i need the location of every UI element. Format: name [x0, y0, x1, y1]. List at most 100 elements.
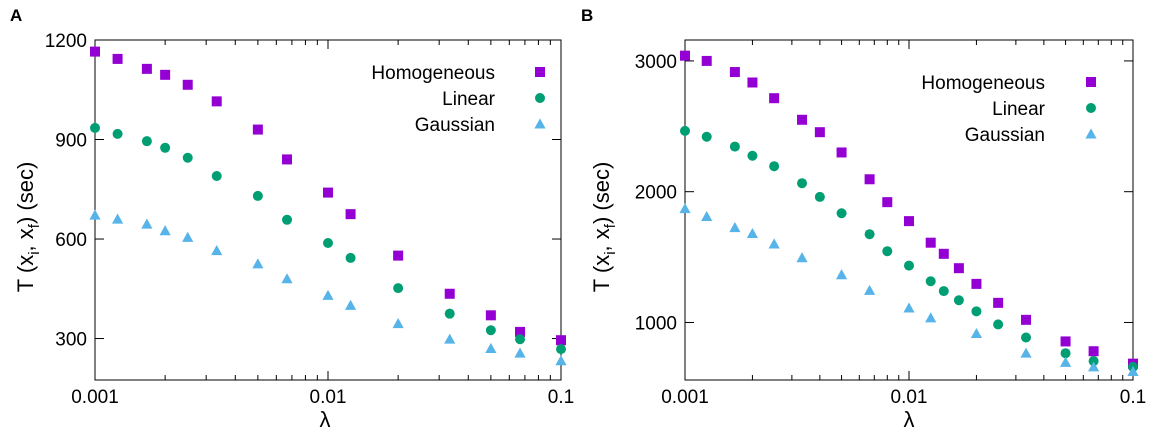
- series-gaussian: [679, 203, 1139, 376]
- data-point-gaussian: [796, 252, 808, 263]
- data-point-linear: [904, 260, 914, 271]
- legend-marker-linear: [535, 93, 545, 103]
- data-point-gaussian: [1020, 347, 1032, 358]
- x-tick-label: 0.001: [661, 387, 709, 408]
- data-point-homogeneous: [393, 250, 404, 261]
- y-axis-title-b-mid: , x: [589, 228, 614, 251]
- legend-label-linear: Linear: [992, 99, 1045, 120]
- y-axis-title-b-sub-f: f: [602, 223, 619, 228]
- data-point-gaussian: [729, 222, 741, 233]
- legend-b: Homogeneous Linear Gaussian: [921, 73, 1097, 146]
- legend-marker-gaussian: [534, 118, 546, 129]
- data-point-linear: [160, 142, 171, 153]
- data-point-homogeneous: [953, 263, 964, 274]
- data-point-gaussian: [159, 225, 171, 236]
- data-point-homogeneous: [1060, 336, 1071, 347]
- data-point-linear: [252, 190, 263, 201]
- data-point-gaussian: [555, 355, 567, 366]
- data-point-homogeneous: [444, 288, 455, 299]
- panel-b-axes: 0.001 0.01 0.1 1000 2000 3000: [635, 39, 1146, 408]
- data-point-homogeneous: [556, 335, 566, 346]
- data-point-linear: [323, 238, 333, 249]
- data-point-linear: [729, 141, 740, 152]
- data-point-gaussian: [1088, 361, 1100, 372]
- data-point-gaussian: [392, 318, 404, 329]
- data-point-homogeneous: [797, 114, 808, 125]
- legend-label-gaussian: Gaussian: [415, 115, 495, 136]
- data-point-linear: [141, 136, 152, 147]
- data-point-linear: [345, 252, 356, 263]
- y-tick-label: 2000: [635, 183, 677, 204]
- data-point-linear: [836, 208, 847, 219]
- data-point-homogeneous: [323, 187, 333, 198]
- data-point-gaussian: [322, 289, 334, 300]
- data-point-linear: [864, 229, 875, 240]
- x-tick-label: 0.1: [1120, 387, 1146, 408]
- data-point-gaussian: [1059, 356, 1072, 367]
- data-point-gaussian: [89, 209, 101, 220]
- x-axis-title-b: λ: [904, 407, 915, 432]
- x-tick-label: 0.01: [891, 387, 928, 408]
- data-point-homogeneous: [882, 197, 893, 208]
- series-linear: [90, 122, 566, 355]
- data-point-homogeneous: [864, 174, 875, 185]
- data-point-gaussian: [211, 245, 223, 256]
- data-point-gaussian: [281, 273, 293, 284]
- data-point-homogeneous: [112, 53, 123, 64]
- data-point-linear: [182, 152, 193, 163]
- data-point-homogeneous: [769, 93, 780, 104]
- data-point-linear: [701, 131, 712, 142]
- legend-a: Homogeneous Linear Gaussian: [371, 63, 546, 136]
- data-point-homogeneous: [345, 209, 356, 220]
- data-point-linear: [747, 150, 758, 161]
- data-point-linear: [556, 344, 566, 355]
- data-point-linear: [211, 171, 222, 181]
- y-axis-title-b-main: T (x: [589, 255, 614, 292]
- data-point-linear: [814, 191, 825, 202]
- data-point-gaussian: [835, 269, 848, 280]
- data-point-linear: [769, 161, 780, 172]
- data-point-homogeneous: [814, 127, 825, 138]
- y-axis-title-a-end: ) (sec): [13, 162, 38, 224]
- data-point-linear: [1088, 356, 1099, 367]
- data-point-homogeneous: [282, 154, 293, 165]
- data-point-homogeneous: [182, 79, 193, 90]
- panel-label-a: A: [10, 6, 22, 25]
- data-point-gaussian: [252, 258, 264, 269]
- legend-label-homogeneous: Homogeneous: [921, 73, 1045, 94]
- data-point-homogeneous: [485, 310, 496, 321]
- data-point-homogeneous: [729, 67, 740, 78]
- data-point-gaussian: [970, 327, 983, 339]
- y-axis-title-a-main: T (x: [13, 255, 38, 292]
- data-point-homogeneous: [141, 63, 152, 74]
- x-tick-label: 0.1: [548, 387, 574, 408]
- data-point-homogeneous: [1088, 346, 1099, 357]
- data-point-homogeneous: [160, 69, 171, 80]
- data-point-gaussian: [768, 238, 780, 249]
- data-point-linear: [680, 125, 690, 136]
- y-tick-label: 1000: [635, 313, 677, 334]
- series-linear: [680, 125, 1138, 372]
- y-axis-title-b: T (xi, xf) (sec): [589, 162, 619, 293]
- data-point-linear: [282, 214, 293, 225]
- legend-label-linear: Linear: [442, 89, 495, 110]
- y-tick-label: 600: [55, 230, 87, 251]
- series-homogeneous: [680, 50, 1138, 369]
- data-point-homogeneous: [211, 96, 222, 107]
- data-point-homogeneous: [836, 147, 847, 158]
- data-point-homogeneous: [747, 77, 758, 88]
- data-point-linear: [112, 128, 123, 139]
- legend-marker-homogeneous: [1086, 77, 1096, 87]
- data-point-homogeneous: [515, 326, 526, 337]
- data-point-gaussian: [679, 203, 691, 214]
- data-point-homogeneous: [971, 278, 982, 289]
- panel-label-b: B: [581, 6, 593, 25]
- legend-label-gaussian: Gaussian: [965, 125, 1045, 146]
- legend-marker-linear: [1086, 103, 1096, 113]
- data-point-homogeneous: [680, 50, 690, 61]
- x-tick-label: 0.01: [310, 387, 347, 408]
- chart-panel-b: B 0.001 0.01 0.1 1000 2000 3000 λ T (xi, xf) …: [581, 6, 1146, 432]
- series-homogeneous: [90, 46, 566, 346]
- data-point-gaussian: [444, 333, 456, 344]
